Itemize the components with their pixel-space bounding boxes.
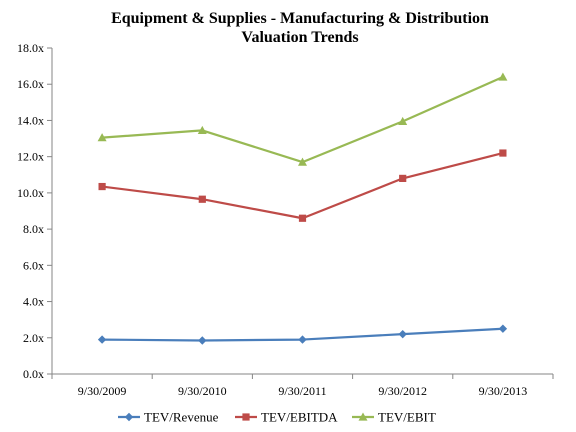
legend-item-tev-ebitda: TEV/EBITDA xyxy=(235,410,338,425)
data-point-tev-ebit xyxy=(298,157,307,166)
legend-marker xyxy=(124,412,134,422)
x-tick-label: 9/30/2011 xyxy=(278,384,326,398)
series-tev-revenue xyxy=(97,324,508,345)
y-tick-label: 14.0x xyxy=(17,113,44,127)
y-tick-label: 0.0x xyxy=(23,367,44,381)
y-tick-label: 2.0x xyxy=(23,331,44,345)
y-tick-label: 10.0x xyxy=(17,186,44,200)
series-layer xyxy=(97,72,508,345)
data-point-tev-ebitda xyxy=(399,174,407,182)
data-point-tev-revenue xyxy=(498,324,508,333)
chart-title: Equipment & Supplies - Manufacturing & D… xyxy=(111,10,489,27)
data-point-tev-ebit xyxy=(97,133,107,142)
data-point-tev-ebit xyxy=(197,125,207,135)
legend-item-tev-ebit: TEV/EBIT xyxy=(352,410,436,425)
y-tick-label: 16.0x xyxy=(17,77,44,91)
x-tick-label: 9/30/2009 xyxy=(78,384,127,398)
legend: TEV/Revenue TEV/EBITDA TEV/EBIT xyxy=(118,410,436,425)
y-tick-label: 8.0x xyxy=(23,222,44,236)
legend-item-tev-revenue: TEV/Revenue xyxy=(118,410,219,425)
legend-label: TEV/EBIT xyxy=(378,410,436,425)
x-tick-label: 9/30/2013 xyxy=(479,384,528,398)
legend-marker xyxy=(358,412,368,421)
data-point-tev-revenue xyxy=(398,329,407,339)
x-tick-label: 9/30/2012 xyxy=(378,384,427,398)
series-tev-ebitda xyxy=(98,149,507,222)
legend-label: TEV/EBITDA xyxy=(261,410,338,425)
data-point-tev-ebit xyxy=(498,72,508,81)
data-point-tev-ebitda xyxy=(298,214,307,222)
data-point-tev-revenue xyxy=(298,335,307,344)
x-tick-label: 9/30/2010 xyxy=(178,384,227,398)
data-point-tev-revenue xyxy=(97,335,107,344)
data-point-tev-revenue xyxy=(198,336,207,345)
y-tick-label: 18.0x xyxy=(17,41,44,55)
y-tick-label: 12.0x xyxy=(17,150,44,164)
chart-subtitle: Valuation Trends xyxy=(241,29,358,46)
data-point-tev-ebitda xyxy=(198,195,206,203)
data-point-tev-ebitda xyxy=(98,182,106,191)
y-tick-label: 4.0x xyxy=(23,295,44,309)
legend-marker xyxy=(242,413,250,421)
y-tick-label: 6.0x xyxy=(23,258,44,272)
axes: 0.0x 2.0x 4.0x 6.0x 8.0x 10.0x 12.0x 14.0x 16.0x… xyxy=(17,41,554,398)
legend-label: TEV/Revenue xyxy=(144,410,219,425)
data-point-tev-ebitda xyxy=(499,149,507,157)
data-point-tev-ebit xyxy=(398,116,408,125)
series-tev-ebit xyxy=(97,72,508,166)
